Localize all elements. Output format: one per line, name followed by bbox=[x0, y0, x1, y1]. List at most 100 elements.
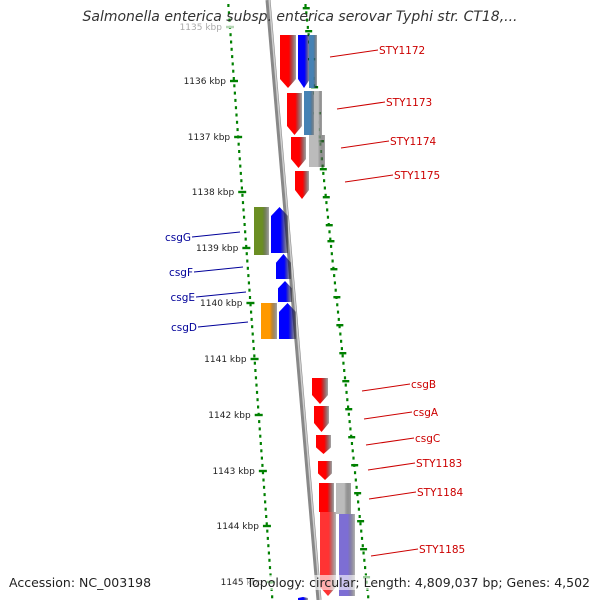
tick-mark bbox=[254, 413, 263, 417]
left-ring-dot bbox=[238, 150, 241, 153]
left-ring-dot bbox=[246, 266, 249, 270]
right-ring-dot bbox=[361, 544, 364, 548]
gene-leader-line bbox=[370, 548, 419, 557]
right-ring-dot bbox=[306, 25, 309, 29]
left-ring-dot bbox=[255, 390, 259, 394]
tick-label: 1136 kbp bbox=[184, 77, 227, 87]
backbone-line bbox=[265, 0, 322, 601]
left-ring-dot bbox=[248, 296, 252, 299]
right-ring-dot bbox=[340, 339, 343, 343]
right-ring-tick bbox=[336, 324, 344, 327]
gene-leader-line bbox=[344, 174, 394, 183]
right-ring-dot bbox=[350, 442, 354, 445]
left-ring-dot bbox=[237, 142, 240, 146]
left-ring-dot bbox=[266, 529, 269, 533]
right-ring-dot bbox=[354, 478, 357, 482]
right-ring-dot bbox=[336, 310, 340, 314]
left-ring-dot bbox=[244, 237, 247, 241]
cds-arrow bbox=[280, 35, 296, 88]
right-ring-tick bbox=[333, 296, 341, 299]
right-ring-dot bbox=[364, 573, 367, 577]
gene-arrow bbox=[298, 597, 308, 600]
right-ring-dot bbox=[305, 18, 309, 22]
tick-label: 1144 kbp bbox=[217, 522, 260, 532]
gene-leader-line bbox=[367, 462, 416, 471]
right-ring-dot bbox=[348, 420, 351, 424]
left-ring-dot bbox=[242, 215, 246, 219]
right-ring-dot bbox=[359, 522, 362, 526]
right-ring-dot bbox=[346, 405, 350, 409]
right-ring-dot bbox=[329, 237, 332, 241]
left-ring-dot bbox=[268, 566, 272, 570]
left-ring-dot bbox=[239, 171, 242, 175]
right-ring-dot bbox=[363, 558, 366, 562]
gene-arrow bbox=[276, 254, 291, 279]
tick-label: 1141 kbp bbox=[204, 355, 247, 365]
gene-label: csgG bbox=[165, 232, 191, 244]
right-ring-tick bbox=[357, 520, 365, 523]
right-ring-dot bbox=[333, 281, 337, 285]
left-ring-dot bbox=[259, 434, 262, 438]
backbone-highlight bbox=[268, 0, 321, 601]
left-ring-dot bbox=[233, 91, 236, 95]
cds-arrow bbox=[291, 137, 306, 168]
left-ring-dot bbox=[266, 536, 269, 540]
right-ring-tick bbox=[351, 464, 359, 467]
gene-leader-line bbox=[329, 49, 379, 58]
right-ring-dot bbox=[322, 179, 326, 183]
left-ring-dot bbox=[251, 325, 254, 329]
left-ring-dot bbox=[234, 106, 238, 110]
gene-leader-line bbox=[336, 101, 386, 110]
gene-leader-line bbox=[365, 437, 415, 446]
left-ring-dot bbox=[241, 193, 244, 197]
right-ring-tick bbox=[302, 7, 310, 10]
gene-arrow bbox=[271, 207, 288, 253]
left-ring-dot bbox=[233, 84, 236, 88]
left-ring-dot bbox=[235, 113, 238, 117]
right-ring-tick bbox=[348, 436, 356, 439]
tick-mark bbox=[229, 79, 238, 83]
gene-leader-line bbox=[197, 321, 249, 328]
right-ring-dot bbox=[355, 485, 358, 489]
right-ring-tick bbox=[319, 168, 327, 171]
right-ring-dot bbox=[342, 361, 345, 365]
cds-box bbox=[319, 483, 334, 512]
right-ring-dot bbox=[367, 595, 370, 599]
left-ring-dot bbox=[258, 427, 261, 431]
tick-label: 1138 kbp bbox=[192, 188, 235, 198]
gene-label: STY1184 bbox=[417, 487, 464, 499]
tick-mark bbox=[250, 357, 259, 361]
right-ring-dot bbox=[338, 325, 341, 329]
left-ring-dot bbox=[262, 485, 266, 489]
left-ring-dot bbox=[256, 398, 259, 402]
right-ring-dot bbox=[337, 317, 340, 321]
right-ring-tick bbox=[327, 240, 335, 243]
left-ring-dot bbox=[235, 120, 239, 124]
left-ring-dot bbox=[234, 98, 237, 102]
left-ring-dot bbox=[240, 179, 243, 183]
tick-mark bbox=[238, 190, 247, 194]
gene-label: STY1174 bbox=[390, 136, 437, 148]
right-ring-dot bbox=[356, 493, 359, 497]
tick-mark bbox=[258, 469, 267, 473]
accession-label: Accession: NC_003198 bbox=[9, 575, 152, 590]
right-ring-dot bbox=[328, 230, 331, 234]
right-ring-tick bbox=[305, 30, 313, 33]
gene-box bbox=[336, 483, 351, 514]
right-ring-dot bbox=[347, 412, 350, 416]
gene-label: csgC bbox=[415, 433, 440, 445]
left-ring-dot bbox=[227, 4, 230, 7]
left-ring-dot bbox=[228, 18, 231, 22]
left-ring-dot bbox=[264, 507, 267, 511]
left-ring-dot bbox=[230, 47, 233, 51]
right-ring-dot bbox=[334, 288, 337, 292]
left-ring-dot bbox=[252, 347, 255, 351]
right-ring-dot bbox=[352, 456, 355, 460]
right-ring-tick bbox=[322, 196, 330, 199]
left-ring-dot bbox=[244, 230, 247, 234]
right-ring-dot bbox=[325, 201, 328, 205]
left-ring-dot bbox=[262, 478, 265, 482]
left-ring-dot bbox=[252, 339, 255, 343]
gene-label: csgA bbox=[413, 407, 439, 419]
